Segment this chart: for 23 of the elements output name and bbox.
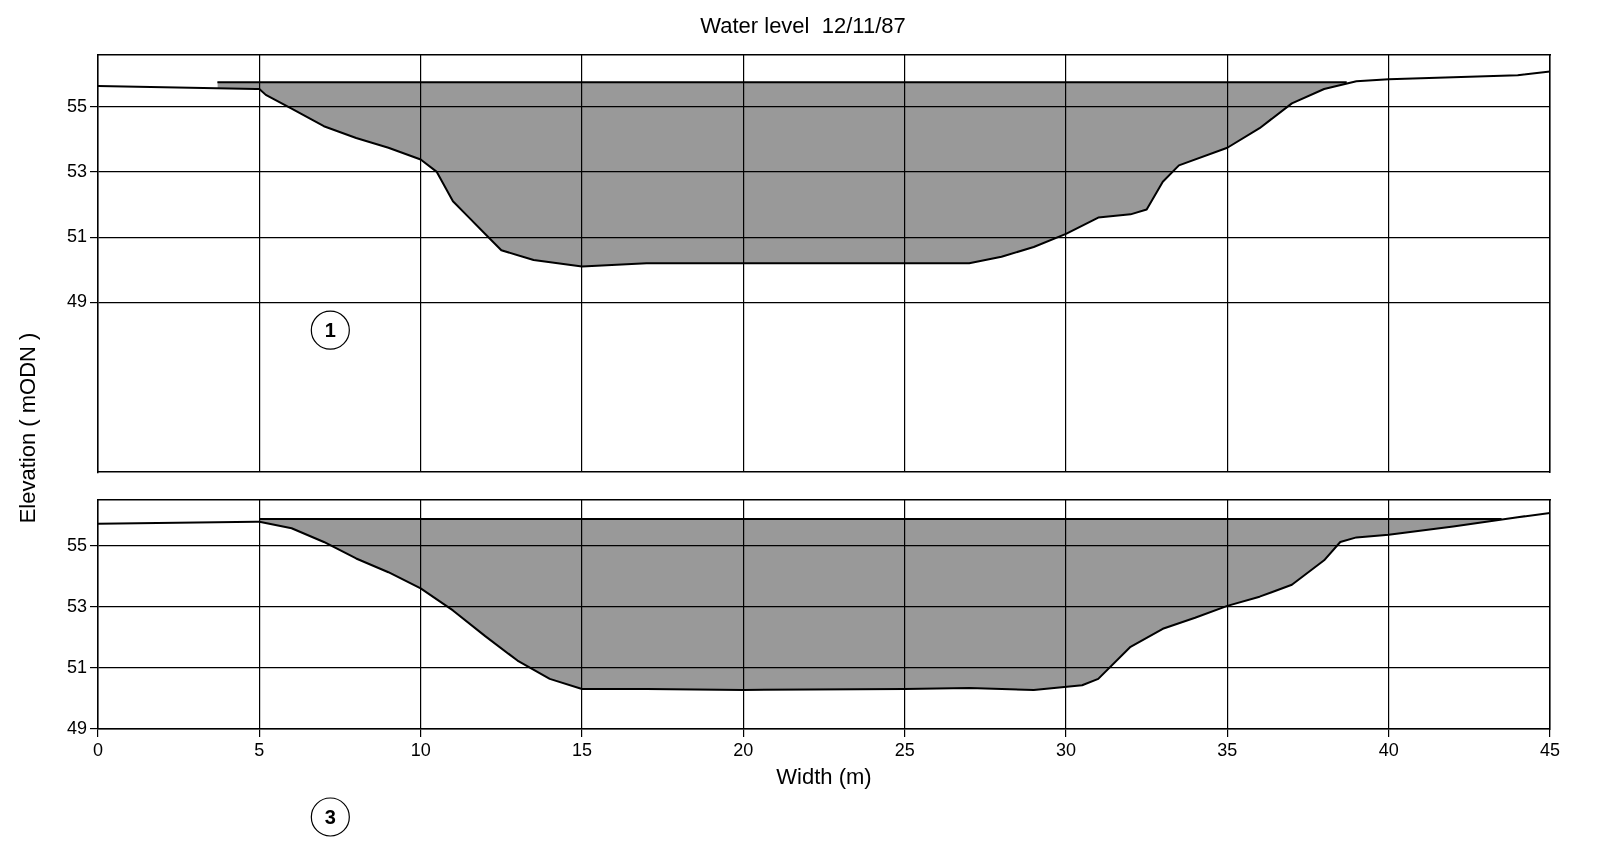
x-tick-label: 15 [571,739,593,760]
x-tick-label: 35 [1217,739,1238,760]
y-tick-label: 51 [66,656,87,677]
x-tick-label: 0 [92,739,104,760]
y-axis-title: Elevation ( mODN ) [15,332,41,524]
x-tick-label: 25 [894,739,915,760]
x-tick-label: 5 [254,739,265,760]
y-tick-label: 49 [66,717,87,738]
y-tick-label: 53 [66,595,87,616]
x-tick-label: 40 [1378,739,1399,760]
chart-title: Water level 12/11/87 [700,13,906,39]
y-tick-label: 49 [66,291,87,312]
y-tick-label: 53 [66,160,87,181]
x-tick-label: 10 [410,739,431,760]
y-tick-label: 55 [66,95,87,116]
x-tick-label: 30 [1055,739,1077,760]
x-axis-title: Width (m) [776,763,872,789]
x-tick-label: 20 [733,739,754,760]
text: 3 [324,805,336,828]
y-tick-label: 55 [66,534,87,555]
annotation: 1 [324,318,336,341]
y-tick-label: 51 [66,226,87,247]
x-tick-label: 45 [1539,739,1561,760]
